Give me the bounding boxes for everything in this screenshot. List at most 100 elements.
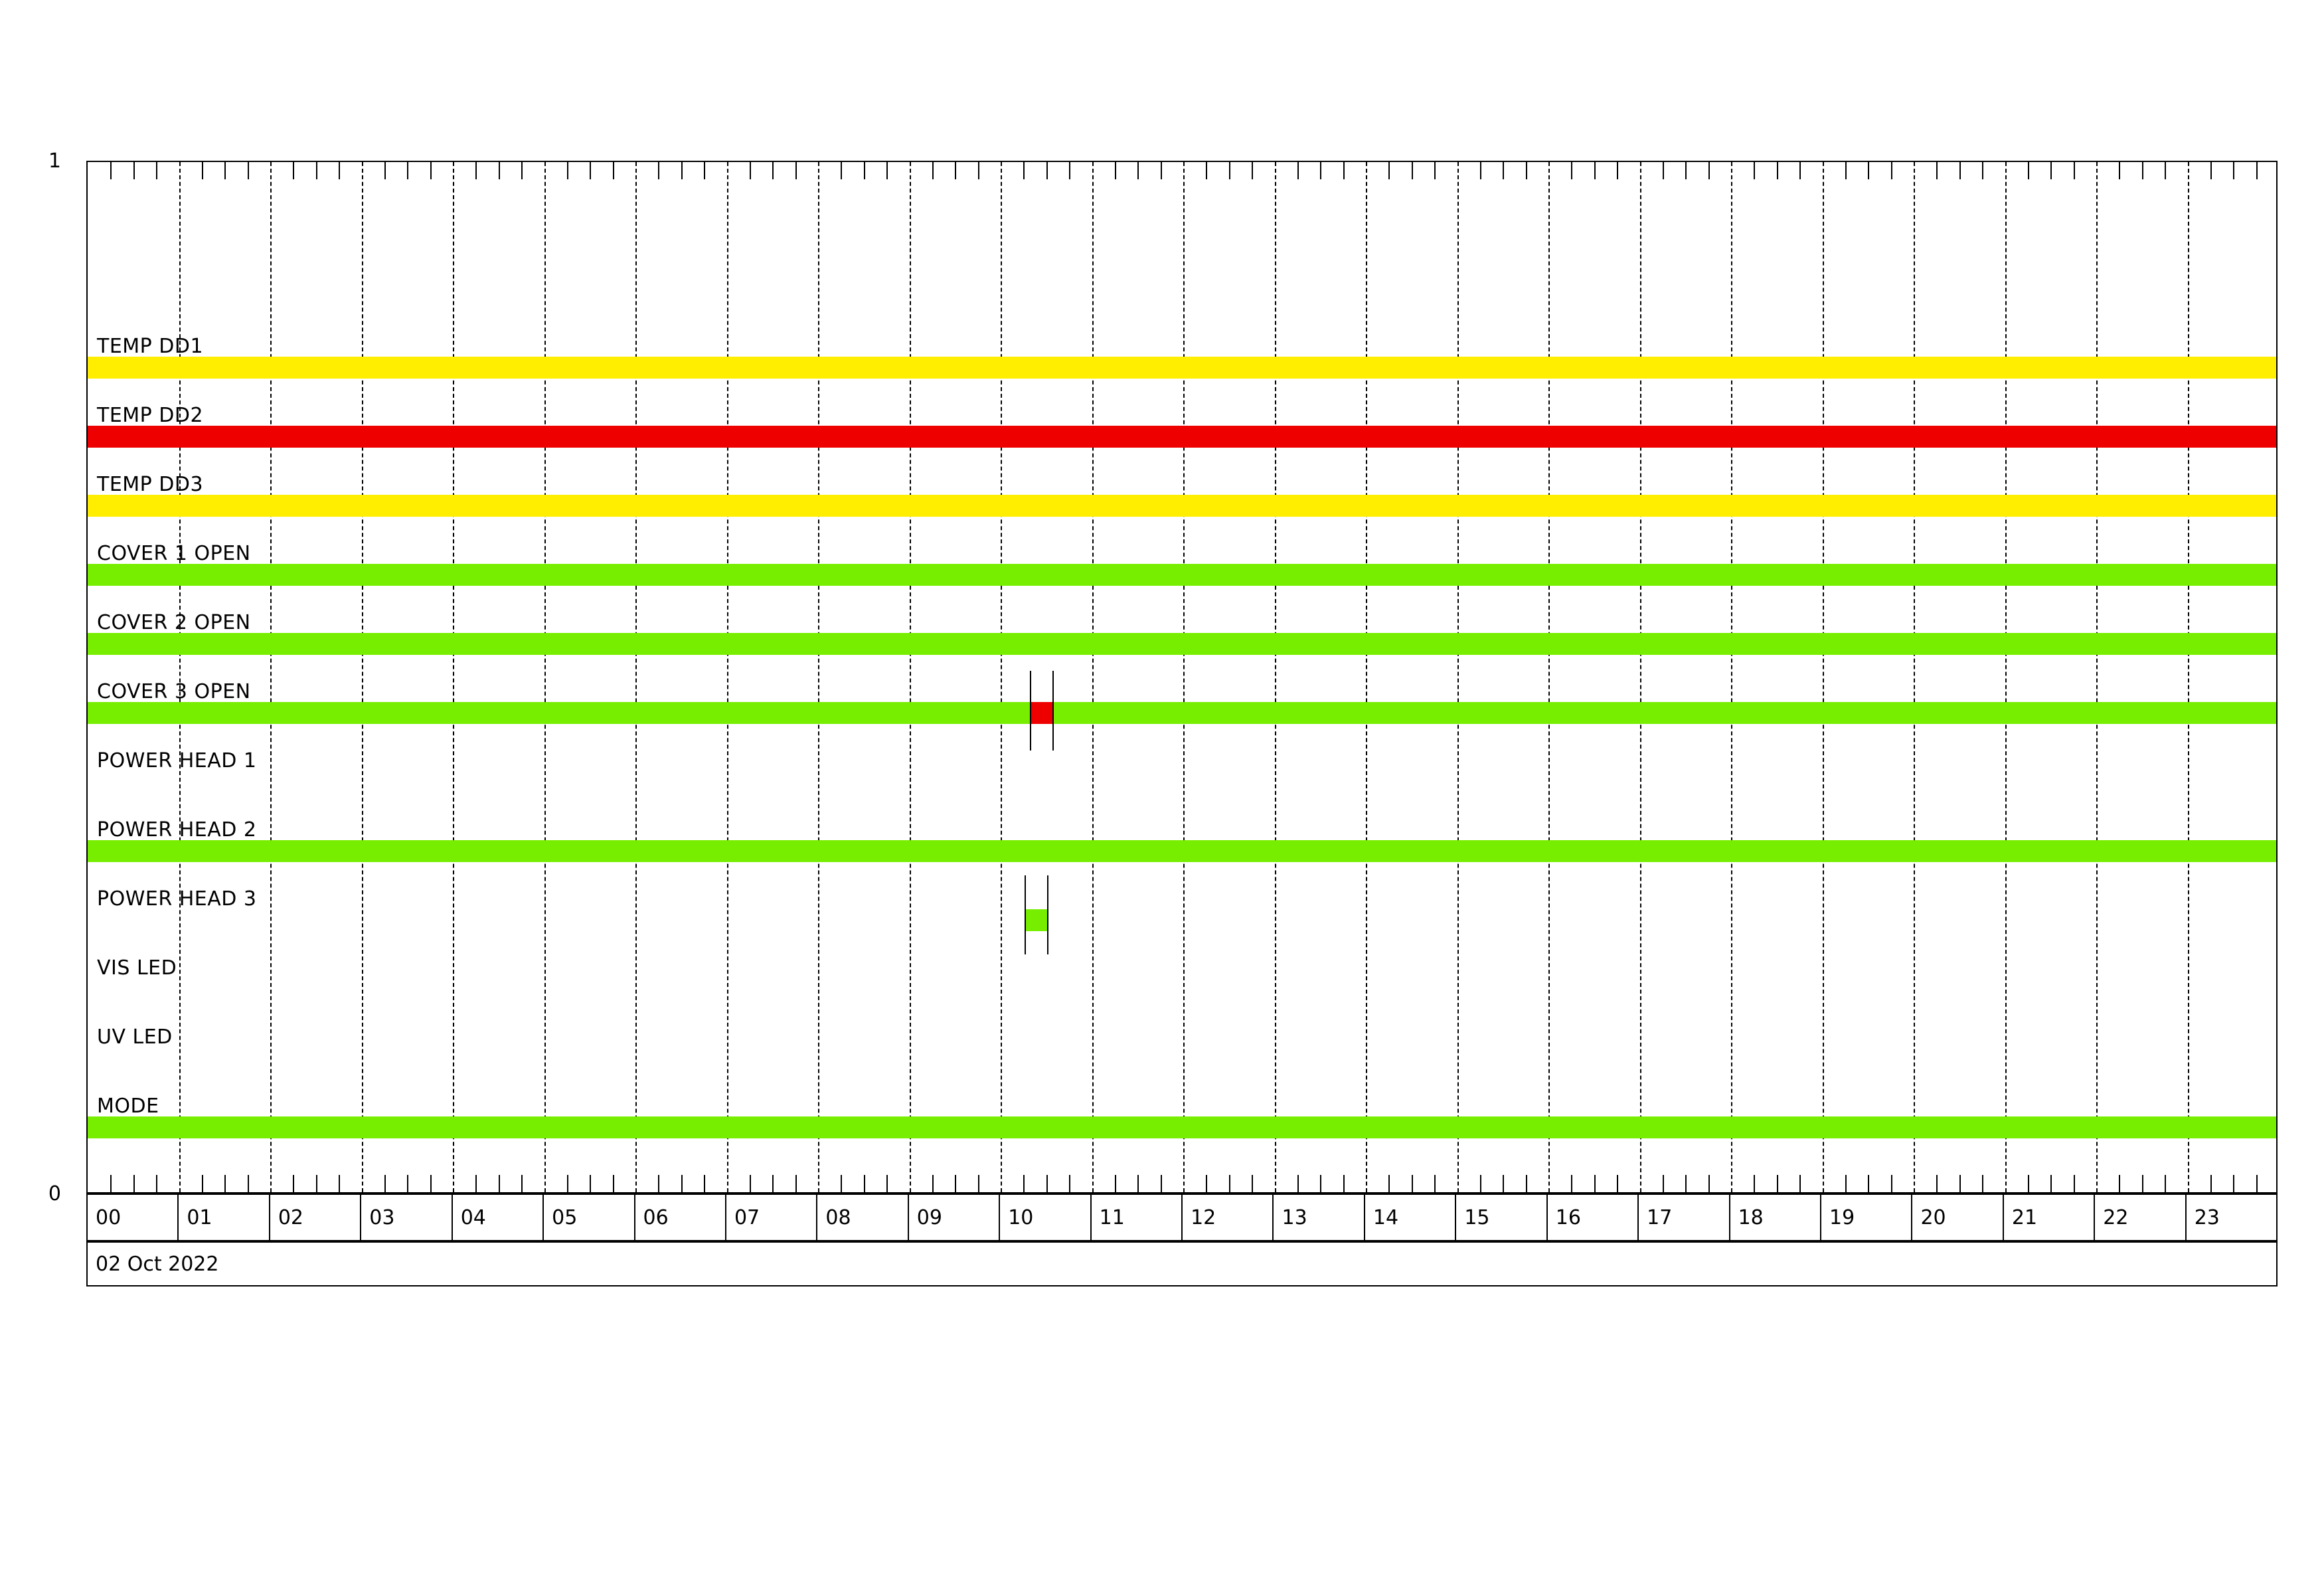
- minor-tick-top: [1206, 162, 1208, 179]
- hour-gridline: [179, 162, 181, 1192]
- minor-tick-bottom: [1662, 1175, 1664, 1192]
- minor-tick-top: [384, 162, 386, 179]
- minor-tick-top: [1228, 162, 1230, 179]
- minor-tick-top: [1685, 162, 1687, 179]
- minor-tick-top: [521, 162, 523, 179]
- minor-tick-bottom: [2256, 1175, 2258, 1192]
- minor-tick-bottom: [1297, 1175, 1299, 1192]
- x-axis-hour-strip: 00 01 02 03 04 05 06 07 08 09 10 11 12 13 14 15 16 17 18 19…: [86, 1194, 2278, 1241]
- hour-label-cell: 07: [726, 1195, 818, 1240]
- minor-tick-bottom: [315, 1175, 317, 1192]
- hour-label-cell: 04: [453, 1195, 544, 1240]
- minor-tick-top: [1252, 162, 1254, 179]
- minor-tick-bottom: [1252, 1175, 1254, 1192]
- hour-gridline: [1639, 162, 1641, 1192]
- minor-tick-bottom: [1525, 1175, 1527, 1192]
- hour-label-cell: 03: [361, 1195, 453, 1240]
- minor-tick-bottom: [2210, 1175, 2212, 1192]
- hour-label-cell: 20: [1912, 1195, 2004, 1240]
- minor-tick-top: [201, 162, 203, 179]
- minor-tick-bottom: [1023, 1175, 1025, 1192]
- minor-tick-bottom: [704, 1175, 706, 1192]
- minor-tick-bottom: [224, 1175, 226, 1192]
- series-bar: [88, 357, 2276, 379]
- minor-tick-top: [2141, 162, 2143, 179]
- hour-label-cell: 14: [1365, 1195, 1457, 1240]
- minor-tick-bottom: [1685, 1175, 1687, 1192]
- minor-tick-bottom: [1617, 1175, 1619, 1192]
- minor-tick-top: [772, 162, 774, 179]
- hour-gridline: [1001, 162, 1002, 1192]
- minor-tick-bottom: [2233, 1175, 2235, 1192]
- minor-tick-bottom: [110, 1175, 112, 1192]
- series-label: VIS LED: [97, 956, 177, 980]
- minor-tick-top: [590, 162, 592, 179]
- minor-tick-top: [2027, 162, 2029, 179]
- minor-tick-bottom: [1708, 1175, 1710, 1192]
- minor-tick-top: [2233, 162, 2235, 179]
- minor-tick-bottom: [1868, 1175, 1870, 1192]
- minor-tick-top: [156, 162, 158, 179]
- event-marker-line: [1030, 671, 1031, 751]
- minor-tick-bottom: [521, 1175, 523, 1192]
- minor-tick-top: [339, 162, 341, 179]
- minor-tick-bottom: [1411, 1175, 1413, 1192]
- minor-tick-top: [704, 162, 706, 179]
- hour-gridline: [361, 162, 363, 1192]
- minor-tick-bottom: [1228, 1175, 1230, 1192]
- minor-tick-top: [1160, 162, 1162, 179]
- minor-tick-top: [475, 162, 477, 179]
- minor-tick-bottom: [2050, 1175, 2052, 1192]
- date-strip: 02 Oct 2022: [86, 1241, 2278, 1286]
- series-label: COVER 3 OPEN: [97, 680, 251, 703]
- y-axis-label-top: 1: [48, 149, 61, 173]
- minor-tick-bottom: [772, 1175, 774, 1192]
- hour-gridline: [726, 162, 728, 1192]
- hour-gridline: [1274, 162, 1276, 1192]
- minor-tick-bottom: [1799, 1175, 1801, 1192]
- minor-tick-bottom: [407, 1175, 409, 1192]
- minor-tick-bottom: [1434, 1175, 1436, 1192]
- event-marker-line: [1052, 671, 1054, 751]
- minor-tick-top: [315, 162, 317, 179]
- minor-tick-top: [1503, 162, 1505, 179]
- minor-tick-top: [224, 162, 226, 179]
- minor-tick-top: [1046, 162, 1048, 179]
- minor-tick-top: [1069, 162, 1071, 179]
- series-label: UV LED: [97, 1025, 173, 1049]
- minor-tick-top: [2165, 162, 2167, 179]
- minor-tick-bottom: [566, 1175, 568, 1192]
- minor-tick-top: [1571, 162, 1573, 179]
- minor-tick-bottom: [886, 1175, 888, 1192]
- minor-tick-bottom: [430, 1175, 432, 1192]
- minor-tick-top: [110, 162, 112, 179]
- minor-tick-bottom: [681, 1175, 683, 1192]
- minor-tick-top: [247, 162, 249, 179]
- minor-tick-bottom: [133, 1175, 135, 1192]
- hour-label-cell: 00: [88, 1195, 179, 1240]
- minor-tick-bottom: [1571, 1175, 1573, 1192]
- minor-tick-top: [955, 162, 957, 179]
- hour-gridline: [2005, 162, 2007, 1192]
- minor-tick-bottom: [2119, 1175, 2121, 1192]
- minor-tick-bottom: [612, 1175, 614, 1192]
- minor-tick-bottom: [795, 1175, 797, 1192]
- minor-tick-top: [1754, 162, 1756, 179]
- minor-tick-bottom: [932, 1175, 934, 1192]
- series-label: TEMP DD1: [97, 335, 204, 358]
- minor-tick-bottom: [293, 1175, 295, 1192]
- minor-tick-bottom: [1320, 1175, 1322, 1192]
- minor-tick-bottom: [955, 1175, 957, 1192]
- minor-tick-bottom: [384, 1175, 386, 1192]
- minor-tick-top: [1708, 162, 1710, 179]
- minor-tick-top: [1525, 162, 1527, 179]
- minor-tick-bottom: [2073, 1175, 2075, 1192]
- minor-tick-top: [1776, 162, 1778, 179]
- minor-tick-bottom: [1206, 1175, 1208, 1192]
- minor-tick-top: [658, 162, 660, 179]
- y-axis-label-bottom: 0: [48, 1182, 61, 1205]
- minor-tick-bottom: [1776, 1175, 1778, 1192]
- minor-tick-top: [1662, 162, 1664, 179]
- hour-gridline: [635, 162, 637, 1192]
- series-bar: [88, 495, 2276, 517]
